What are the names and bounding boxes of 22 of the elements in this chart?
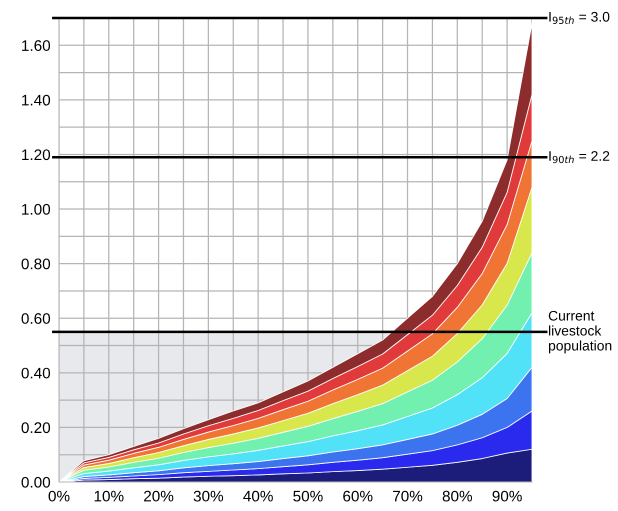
text: I$_{95th}$ = 3.0 — [549, 12, 610, 24]
x-tick-label: 40% — [243, 490, 273, 502]
x-tick-label: 60% — [343, 490, 372, 502]
y-tick-label: 1.20 — [22, 149, 50, 160]
y-tick-label: 0.20 — [22, 422, 50, 434]
x-tick-label: 70% — [393, 490, 422, 502]
y-tick-label: 0.80 — [22, 258, 50, 270]
y-tick-label: 1.60 — [22, 40, 50, 51]
x-tick-label: 30% — [194, 490, 224, 502]
y-tick-label: 0.40 — [22, 368, 50, 379]
y-tick-label: 0.60 — [22, 313, 50, 324]
x-tick-label: 10% — [94, 490, 124, 502]
y-tick-label: 1.00 — [22, 204, 50, 215]
x-tick-label: 20% — [144, 490, 174, 502]
x-tick-label: 90% — [492, 490, 522, 502]
x-tick-label: 80% — [442, 490, 472, 502]
x-tick-label: 50% — [293, 490, 323, 502]
text: I$_{90th}$ = 2.2 — [549, 151, 610, 164]
text: Current livestock population — [548, 310, 612, 354]
x-tick-label: 0% — [48, 490, 70, 502]
y-tick-label: 0.00 — [22, 476, 50, 488]
y-tick-label: 1.40 — [22, 94, 50, 106]
